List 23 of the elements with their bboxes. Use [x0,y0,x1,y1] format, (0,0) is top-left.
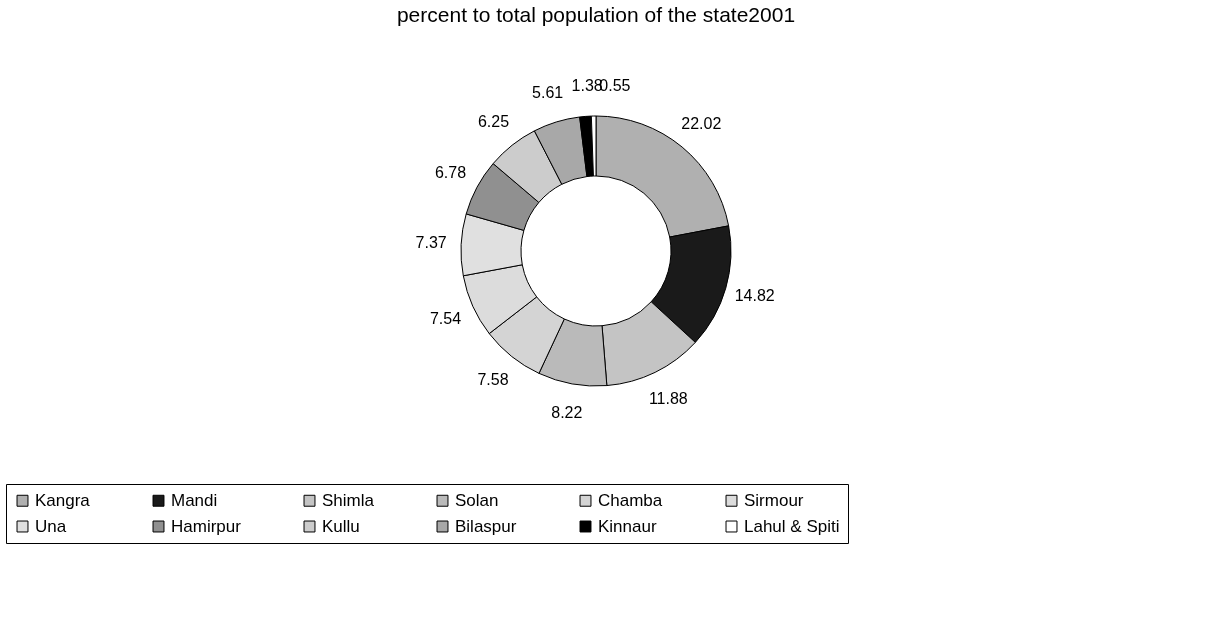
data-label: 6.78 [434,164,467,182]
data-label: 5.61 [532,84,564,102]
data-label: 6.25 [477,112,510,130]
legend-label: Hamirpur [171,516,242,536]
legend-label: Mandi [171,490,218,510]
legend-label: Kangra [35,490,91,510]
legend-label: Chamba [598,490,663,510]
data-label: 7.54 [429,309,462,327]
data-label: 11.88 [648,390,688,408]
data-label: 22.02 [681,114,722,132]
data-label: 7.58 [477,370,509,388]
legend-label: Kinnaur [598,516,657,536]
data-label: 7.37 [415,234,447,252]
legend-label: Lahul & Spiti [744,516,840,536]
legend-label: Bilaspur [455,516,517,536]
data-label: 14.82 [734,287,775,305]
legend-label: Shimla [322,490,375,510]
legend-label: Solan [455,490,499,510]
chart-title: percent to total population of the state2001 [396,3,796,26]
data-label: 8.22 [551,404,583,422]
legend-label: Una [35,516,67,536]
legend-label: Sirmour [744,490,804,510]
legend-label: Kullu [322,516,360,536]
